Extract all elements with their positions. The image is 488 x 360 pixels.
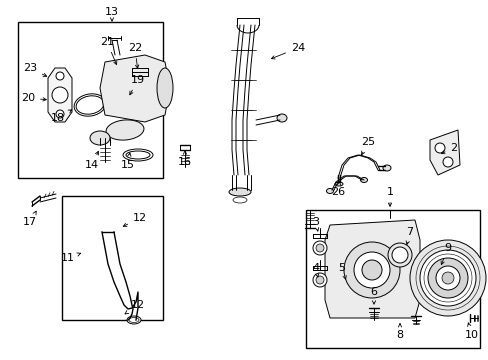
Text: 12: 12 [123, 213, 147, 226]
Circle shape [353, 252, 389, 288]
Text: 6: 6 [370, 287, 377, 304]
Ellipse shape [360, 177, 367, 183]
Ellipse shape [106, 120, 143, 140]
Text: 16: 16 [178, 151, 192, 167]
Circle shape [409, 240, 485, 316]
Bar [305, 210, 479, 348]
Text: 19: 19 [129, 75, 145, 95]
Text: 13: 13 [105, 7, 119, 21]
Circle shape [391, 247, 407, 263]
Bar [18, 22, 163, 178]
Text: 2: 2 [441, 143, 457, 154]
Circle shape [52, 87, 68, 103]
Text: 23: 23 [23, 63, 46, 76]
Text: 8: 8 [396, 324, 403, 340]
Ellipse shape [228, 188, 250, 196]
Polygon shape [325, 220, 419, 318]
Text: 7: 7 [405, 227, 413, 244]
Text: 22: 22 [128, 43, 142, 68]
Circle shape [441, 272, 453, 284]
Circle shape [427, 258, 467, 298]
Ellipse shape [157, 68, 173, 108]
Text: 26: 26 [330, 181, 345, 197]
Circle shape [361, 260, 381, 280]
Circle shape [312, 273, 326, 287]
Circle shape [419, 250, 475, 306]
Text: 14: 14 [85, 151, 99, 170]
Text: 3: 3 [312, 217, 319, 231]
Polygon shape [100, 55, 170, 122]
Circle shape [315, 276, 324, 284]
Polygon shape [429, 130, 459, 175]
Polygon shape [48, 68, 72, 122]
Ellipse shape [382, 165, 390, 171]
Text: 12: 12 [125, 300, 145, 314]
Ellipse shape [90, 131, 110, 145]
Ellipse shape [276, 114, 286, 122]
Text: 17: 17 [23, 211, 37, 227]
Circle shape [56, 72, 64, 80]
Circle shape [435, 266, 459, 290]
Text: 15: 15 [121, 153, 135, 170]
Ellipse shape [334, 182, 342, 186]
Text: 9: 9 [440, 243, 450, 265]
Ellipse shape [326, 189, 333, 194]
Circle shape [343, 242, 399, 298]
Text: 18: 18 [51, 110, 72, 123]
Circle shape [312, 241, 326, 255]
Ellipse shape [127, 316, 141, 324]
Bar [62, 196, 163, 320]
Circle shape [434, 143, 444, 153]
Circle shape [56, 110, 64, 118]
Text: 1: 1 [386, 187, 393, 206]
Circle shape [387, 243, 411, 267]
Text: 11: 11 [61, 253, 81, 263]
Text: 4: 4 [312, 263, 319, 277]
Circle shape [442, 157, 452, 167]
Text: 21: 21 [100, 37, 117, 64]
Circle shape [315, 244, 324, 252]
Text: 10: 10 [464, 323, 478, 340]
Text: 5: 5 [338, 263, 346, 279]
Text: 20: 20 [21, 93, 46, 103]
Text: 25: 25 [360, 137, 374, 155]
Text: 24: 24 [271, 43, 305, 59]
